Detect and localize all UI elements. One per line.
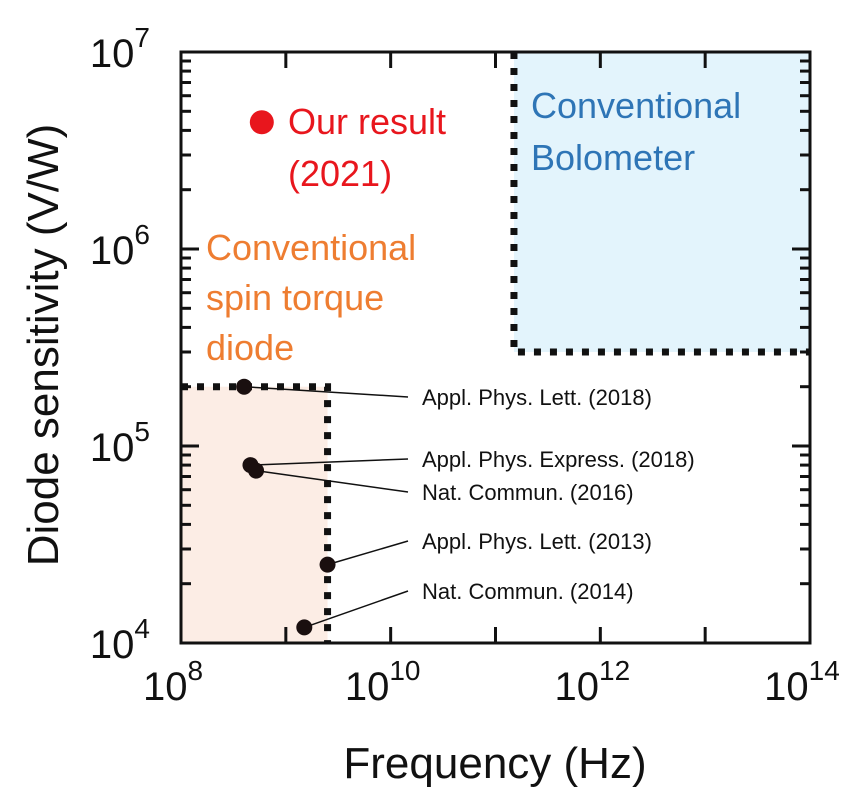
region-fill: [181, 386, 328, 643]
y-tick-label: 106: [90, 219, 150, 273]
region-label-bolometer: Bolometer: [531, 137, 695, 178]
data-point: [296, 619, 313, 636]
y-axis-label: Diode sensitivity (V/W): [19, 124, 68, 567]
y-tick-label: 104: [90, 613, 150, 667]
x-tick-label: 1012: [555, 655, 631, 709]
data-point-label: Nat. Commun. (2014): [422, 579, 634, 604]
data-point-label: Appl. Phys. Lett. (2018): [422, 385, 652, 410]
y-tick-label: 105: [90, 416, 150, 470]
region-label-spin-torque: diode: [206, 327, 294, 368]
x-axis-label: Frequency (Hz): [343, 739, 646, 788]
data-point-label: Appl. Phys. Express. (2018): [422, 447, 695, 472]
leader-line: [304, 590, 409, 629]
x-tick-label: 1014: [764, 655, 840, 709]
leader-line: [250, 458, 409, 466]
data-point: [236, 378, 253, 395]
data-point: [248, 462, 265, 479]
leader-line: [327, 540, 409, 566]
region-border: [181, 383, 332, 643]
y-tick-label: 107: [90, 22, 150, 76]
region-label-bolometer: Conventional: [531, 85, 741, 126]
data-point-label: Appl. Phys. Lett. (2013): [422, 529, 652, 554]
x-tick-label: 108: [143, 655, 203, 709]
x-tick-label: 1010: [345, 655, 421, 709]
region-fill: [513, 52, 810, 353]
our-result-label: Our result: [288, 101, 446, 142]
data-point: [319, 556, 336, 573]
our-result-point: [249, 110, 274, 135]
leader-line: [255, 469, 409, 493]
data-point-label: Nat. Commun. (2016): [422, 480, 634, 505]
region-border: [510, 52, 810, 356]
our-result-label: (2021): [288, 153, 392, 194]
region-label-spin-torque: Conventional: [206, 227, 416, 268]
region-label-spin-torque: spin torque: [206, 277, 384, 318]
leader-line: [244, 385, 409, 398]
